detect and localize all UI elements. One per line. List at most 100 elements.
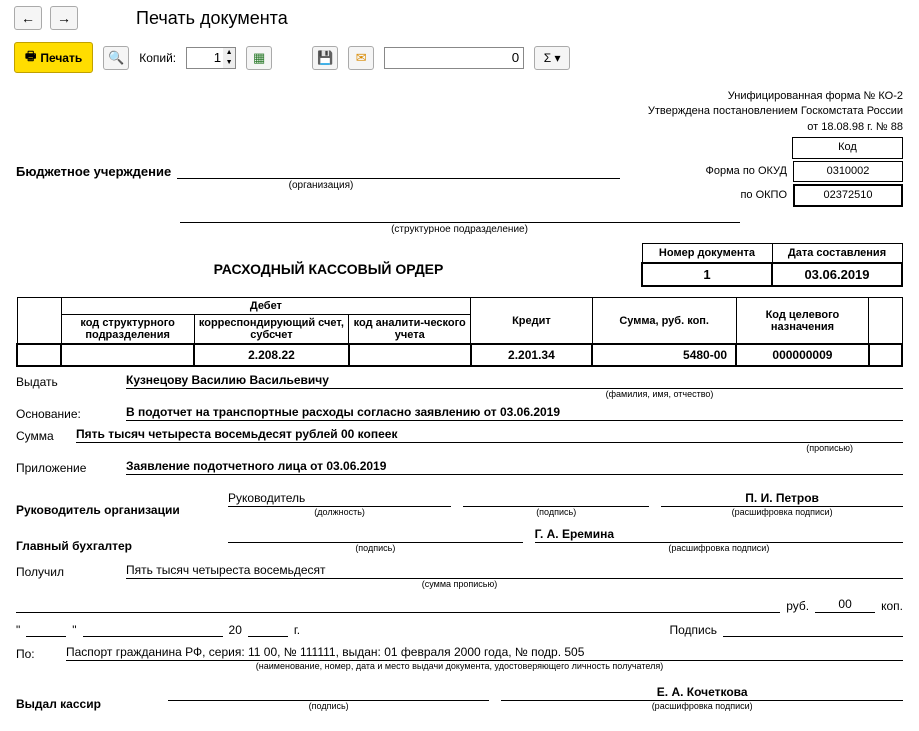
okud-code: 0310002 <box>793 161 903 182</box>
print-button[interactable]: 🖶 Печать <box>14 42 93 73</box>
date-header: Дата составления <box>772 244 902 264</box>
approved-by: Утверждена постановлением Госкомстата Ро… <box>16 104 903 119</box>
chief-name: Г. А. Еремина <box>535 527 903 543</box>
col-debit: Дебет <box>61 298 470 315</box>
sum-caption: (прописью) <box>16 443 903 453</box>
okpo-code: 02372510 <box>793 184 903 207</box>
sign-label: Подпись <box>670 623 718 637</box>
issue-value: Кузнецову Василию Васильевичу <box>126 373 903 389</box>
cashier-name: Е. А. Кочеткова <box>501 685 903 701</box>
val-credit: 2.201.34 <box>471 344 593 366</box>
year-g: г. <box>294 623 300 637</box>
head-label: Руководитель организации <box>16 503 216 517</box>
head-sign <box>463 491 649 507</box>
chief-label: Главный бухгалтер <box>16 539 216 553</box>
sign-underline <box>723 636 903 637</box>
by-value: Паспорт гражданина РФ, серия: 11 00, № 1… <box>66 645 903 661</box>
okpo-label: по ОКПО <box>740 188 787 203</box>
year-underline <box>248 636 288 637</box>
head-pos-caption: (должность) <box>228 507 451 517</box>
received-label: Получил <box>16 565 126 579</box>
org-label: Бюджетное учерждение <box>16 164 171 179</box>
col-corr: корреспондирующий счет, субсчет <box>194 315 349 345</box>
grid-icon: ▦ <box>253 50 265 66</box>
print-label: Печать <box>40 51 82 65</box>
attach-label: Приложение <box>16 461 126 475</box>
okud-label: Форма по ОКУД <box>706 164 788 179</box>
quote1: " <box>16 623 20 637</box>
quote2: " <box>72 623 76 637</box>
col-struct: код структурного подразделения <box>61 315 194 345</box>
preview-button[interactable]: 🔍 <box>103 46 129 70</box>
head-decrypt-caption: (расшифровка подписи) <box>661 507 903 517</box>
col-empty <box>17 298 61 345</box>
val-analyt <box>349 344 471 366</box>
sigma-button[interactable]: Σ ▾ <box>534 46 570 70</box>
doc-number: 1 <box>642 263 772 286</box>
org-caption: (организация) <box>16 180 626 191</box>
kop-label: коп. <box>881 599 903 613</box>
subdiv-underline <box>180 209 740 223</box>
val-struct <box>61 344 194 366</box>
mail-button[interactable]: ✉ <box>348 46 374 70</box>
cashier-sign <box>168 685 489 701</box>
chief-decrypt-caption: (расшифровка подписи) <box>535 543 903 553</box>
forward-button[interactable]: → <box>50 6 78 30</box>
head-position: Руководитель <box>228 491 451 507</box>
sigma-icon: Σ ▾ <box>544 51 561 65</box>
page-title: Печать документа <box>136 8 288 29</box>
val-sum: 5480-00 <box>592 344 736 366</box>
grid-button[interactable]: ▦ <box>246 46 272 70</box>
back-button[interactable]: ← <box>14 6 42 30</box>
head-sign-caption: (подпись) <box>463 507 649 517</box>
copies-down[interactable]: ▼ <box>223 58 235 68</box>
document-title: РАСХОДНЫЙ КАССОВЫЙ ОРДЕР <box>16 243 641 287</box>
chief-sign <box>228 527 523 543</box>
basis-label: Основание: <box>16 407 126 421</box>
val-target: 000000009 <box>736 344 869 366</box>
head-name: П. И. Петров <box>661 491 903 507</box>
issue-label: Выдать <box>16 375 126 389</box>
unified-form: Унифицированная форма № КО-2 <box>16 89 903 104</box>
printer-icon: 🖶 <box>25 47 36 68</box>
kop-value: 00 <box>815 597 875 613</box>
val-empty <box>17 344 61 366</box>
by-caption: (наименование, номер, дата и место выдач… <box>16 661 903 671</box>
chief-sign-caption: (подпись) <box>228 543 523 553</box>
year20: 20 <box>229 623 242 637</box>
col-credit: Кредит <box>471 298 593 345</box>
doc-date: 03.06.2019 <box>772 263 902 286</box>
copies-label: Копий: <box>139 51 176 65</box>
month-underline <box>83 636 223 637</box>
approval-date: от 18.08.98 г. № 88 <box>16 120 903 135</box>
code-header: Код <box>793 138 903 158</box>
cashier-label: Выдал кассир <box>16 697 156 711</box>
amount-line <box>16 599 780 613</box>
save-button[interactable]: 💾 <box>312 46 338 70</box>
received-caption: (сумма прописью) <box>16 579 903 589</box>
attach-value: Заявление подотчетного лица от 03.06.201… <box>126 459 903 475</box>
col-blank <box>869 298 902 345</box>
by-label: По: <box>16 647 66 661</box>
num-header: Номер документа <box>642 244 772 264</box>
cashier-sign-caption: (подпись) <box>168 701 489 711</box>
sum-value: Пять тысяч четыреста восемьдесят рублей … <box>76 427 903 443</box>
day-underline <box>26 636 66 637</box>
cashier-decrypt-caption: (расшифровка подписи) <box>501 701 903 711</box>
count-input[interactable] <box>384 47 524 69</box>
envelope-icon: ✉ <box>356 50 367 66</box>
val-blank <box>869 344 902 366</box>
sum-label: Сумма <box>16 429 76 443</box>
col-sum: Сумма, руб. коп. <box>592 298 736 345</box>
rub-label: руб. <box>786 599 809 613</box>
issue-caption: (фамилия, имя, отчество) <box>416 389 903 399</box>
col-analyt: код аналити-ческого учета <box>349 315 471 345</box>
col-target: Код целевого назначения <box>736 298 869 345</box>
received-value: Пять тысяч четыреста восемьдесят <box>126 563 903 579</box>
floppy-icon: 💾 <box>317 50 333 66</box>
org-underline <box>177 163 620 179</box>
basis-value: В подотчет на транспортные расходы согла… <box>126 405 903 421</box>
magnifier-icon: 🔍 <box>108 50 124 66</box>
copies-up[interactable]: ▲ <box>223 48 235 58</box>
subdiv-caption: (структурное подразделение) <box>16 224 903 235</box>
